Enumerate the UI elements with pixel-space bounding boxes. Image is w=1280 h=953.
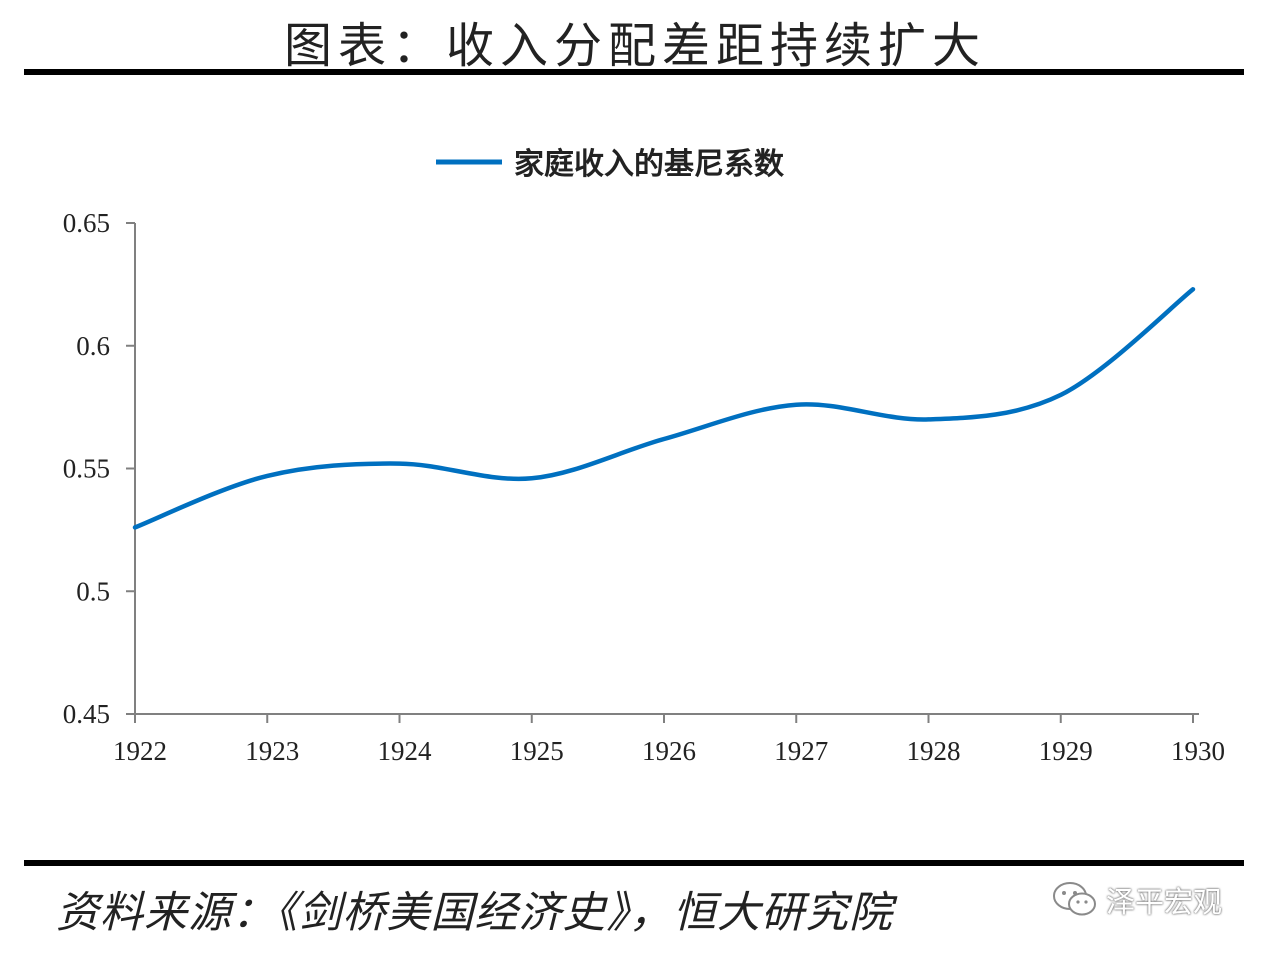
x-tick-label: 1925 <box>510 736 564 766</box>
watermark: 泽平宏观 <box>1052 878 1222 922</box>
watermark-text: 泽平宏观 <box>1106 885 1223 919</box>
x-tick-label: 1928 <box>907 736 961 766</box>
gini-line-chart: 家庭收入的基尼系数 0.450.50.550.60.65 1922 1923 192… <box>63 147 1225 766</box>
legend-label: 家庭收入的基尼系数 <box>514 147 785 182</box>
x-tick-label: 1923 <box>245 736 299 766</box>
y-tick-label: 0.55 <box>63 454 110 484</box>
wechat-icon <box>1053 882 1096 916</box>
series-line-gini <box>132 287 1196 530</box>
x-tick-label: 1926 <box>642 736 696 766</box>
x-tick-label: 1927 <box>774 736 828 766</box>
legend: 家庭收入的基尼系数 <box>436 147 785 182</box>
x-tick-label: 1922 <box>113 736 167 766</box>
x-tick-label: 1929 <box>1039 736 1093 766</box>
source-note: 资料来源：《剑桥美国经济史》，恒大研究院 <box>56 888 893 938</box>
y-tick-label: 0.65 <box>63 208 110 238</box>
x-axis-ticks: 1922 1923 1924 1925 1926 1927 1928 1929 1930 <box>113 714 1225 766</box>
top-rule <box>24 69 1244 75</box>
y-tick-label: 0.6 <box>76 331 110 361</box>
x-tick-label: 1930 <box>1171 736 1225 766</box>
page-title: 图表：收入分配差距持续扩大 <box>283 18 986 74</box>
y-tick-label: 0.5 <box>76 576 110 606</box>
bottom-rule <box>24 860 1244 866</box>
y-tick-label: 0.45 <box>63 699 110 729</box>
x-tick-label: 1924 <box>378 736 433 766</box>
y-axis-ticks: 0.45 0.5 0.55 0.6 0.65 <box>63 208 135 729</box>
